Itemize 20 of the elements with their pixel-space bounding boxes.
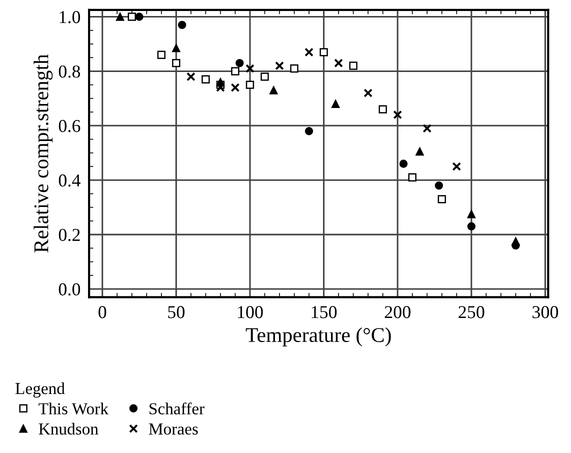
x-tick-label: 200 (384, 306, 410, 318)
x-axis-title: Temperature (°C) (246, 327, 391, 346)
y-tick-label: 0.8 (58, 65, 80, 78)
y-tick-label: 0.6 (58, 120, 80, 132)
y-tick-label: 0.0 (58, 283, 80, 296)
x-tick-label: 100 (238, 306, 263, 318)
x-tick-label: 50 (168, 306, 185, 318)
x-tick-label: 0 (98, 306, 106, 318)
legend-title: Legend (15, 382, 65, 398)
x-tick-label: 250 (458, 306, 484, 318)
x-tick-label: 150 (312, 306, 337, 318)
y-tick-label: 0.2 (58, 228, 80, 242)
y-tick-label: 1.0 (60, 11, 80, 24)
legend-label: Knudson (38, 422, 98, 435)
legend-label: Moraes (148, 424, 198, 435)
legend-label: This Work (38, 402, 108, 414)
legend-label: Schaffer (150, 402, 204, 414)
x-tick-label: 300 (532, 306, 558, 318)
y-tick-label: 0.4 (58, 174, 80, 187)
y-axis-title: Relative compr.strength (34, 54, 53, 252)
